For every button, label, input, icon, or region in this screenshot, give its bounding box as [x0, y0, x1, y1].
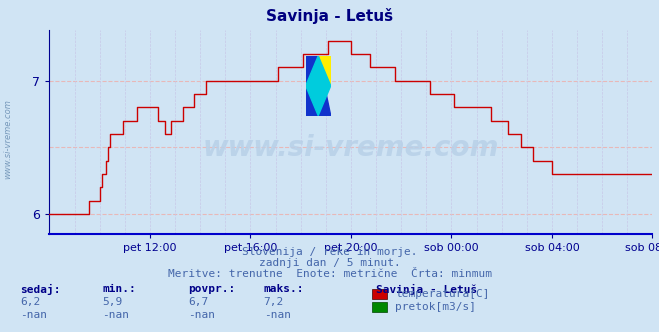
Text: -nan: -nan — [188, 310, 215, 320]
Polygon shape — [318, 56, 331, 86]
Text: 5,9: 5,9 — [102, 297, 123, 307]
Text: 6,2: 6,2 — [20, 297, 40, 307]
Text: Savinja - Letuš: Savinja - Letuš — [266, 8, 393, 24]
Text: Savinja - Letuš: Savinja - Letuš — [376, 284, 477, 295]
Text: sedaj:: sedaj: — [20, 284, 60, 295]
Text: povpr.:: povpr.: — [188, 284, 235, 294]
Text: min.:: min.: — [102, 284, 136, 294]
Polygon shape — [306, 56, 331, 116]
Text: temperatura[C]: temperatura[C] — [395, 289, 490, 299]
Text: -nan: -nan — [102, 310, 129, 320]
Text: Slovenija / reke in morje.: Slovenija / reke in morje. — [242, 247, 417, 257]
Text: www.si-vreme.com: www.si-vreme.com — [203, 134, 499, 162]
Text: maks.:: maks.: — [264, 284, 304, 294]
Text: 6,7: 6,7 — [188, 297, 208, 307]
Text: -nan: -nan — [264, 310, 291, 320]
Polygon shape — [306, 56, 331, 116]
Text: Meritve: trenutne  Enote: metrične  Črta: minmum: Meritve: trenutne Enote: metrične Črta: … — [167, 269, 492, 279]
Text: zadnji dan / 5 minut.: zadnji dan / 5 minut. — [258, 258, 401, 268]
Text: pretok[m3/s]: pretok[m3/s] — [395, 302, 476, 312]
Text: -nan: -nan — [20, 310, 47, 320]
Text: 7,2: 7,2 — [264, 297, 284, 307]
Text: www.si-vreme.com: www.si-vreme.com — [3, 100, 13, 179]
